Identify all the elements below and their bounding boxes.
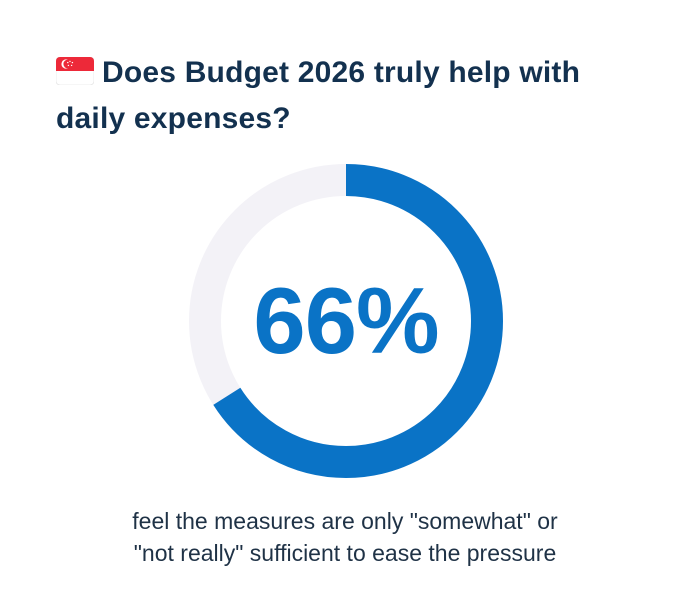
chart-caption: feel the measures are only "somewhat" or… <box>45 505 645 569</box>
chart-title-text: Does Budget 2026 truly help with daily e… <box>56 56 581 135</box>
chart-title: Does Budget 2026 truly help with daily e… <box>56 50 656 142</box>
donut-svg <box>189 164 503 478</box>
caption-line-1: feel the measures are only "somewhat" or <box>132 508 558 534</box>
donut-chart: 66% <box>186 161 506 481</box>
singapore-flag-icon <box>56 57 94 85</box>
percentage-value: 66% <box>253 268 439 373</box>
donut-slice-main <box>189 164 503 478</box>
caption-line-2: "not really" sufficient to ease the pres… <box>133 540 557 566</box>
